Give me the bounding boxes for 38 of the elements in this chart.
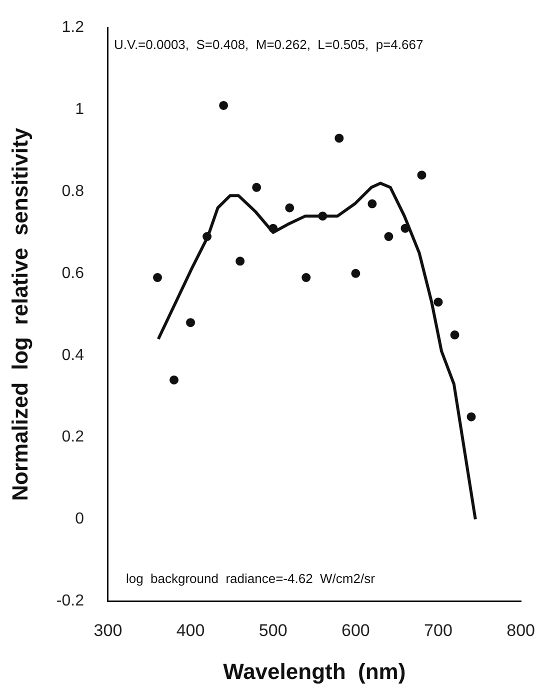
point: [219, 100, 228, 110]
point: [318, 212, 328, 221]
point: [170, 375, 179, 384]
point: [417, 170, 426, 180]
point: [384, 232, 394, 242]
point: [351, 268, 360, 278]
x-tick-label: 300: [94, 621, 122, 640]
point: [186, 318, 196, 328]
point: [202, 232, 212, 242]
x-tick-label: 500: [258, 621, 288, 640]
y-tick-label: -0.2: [56, 592, 84, 610]
point: [236, 256, 245, 266]
point: [400, 224, 410, 233]
x-tick-label: 800: [506, 621, 536, 640]
point: [153, 273, 162, 282]
y-tick-label: 0.4: [62, 346, 84, 364]
point: [252, 182, 262, 192]
y-tick-label: 1: [75, 100, 84, 118]
x-tick-label: 400: [176, 621, 205, 640]
point: [368, 199, 377, 208]
y-tick-label: 0.8: [62, 182, 84, 200]
annotation: log background radiance=-4.62 W/cm2/sr: [126, 570, 376, 586]
point: [302, 273, 311, 282]
y-tick-label: 0.2: [62, 428, 84, 446]
x-tick-label: 700: [424, 621, 452, 640]
y-axis-title: Normalized log relative sensitivity: [7, 127, 32, 501]
point: [268, 224, 278, 233]
annotation: U.V.=0.0003, S=0.408, M=0.262, L=0.505, p=4.667: [114, 37, 424, 52]
point: [334, 134, 344, 143]
point: [466, 412, 476, 422]
y-tick-label: 0: [75, 510, 84, 528]
point: [450, 330, 460, 340]
x-axis-title: Wavelength (nm): [223, 658, 406, 684]
y-tick-label: 1.2: [62, 19, 84, 36]
point: [285, 203, 294, 212]
point: [434, 298, 443, 307]
x-tick-label: 600: [341, 621, 370, 640]
y-tick-label: 0.6: [62, 264, 84, 282]
